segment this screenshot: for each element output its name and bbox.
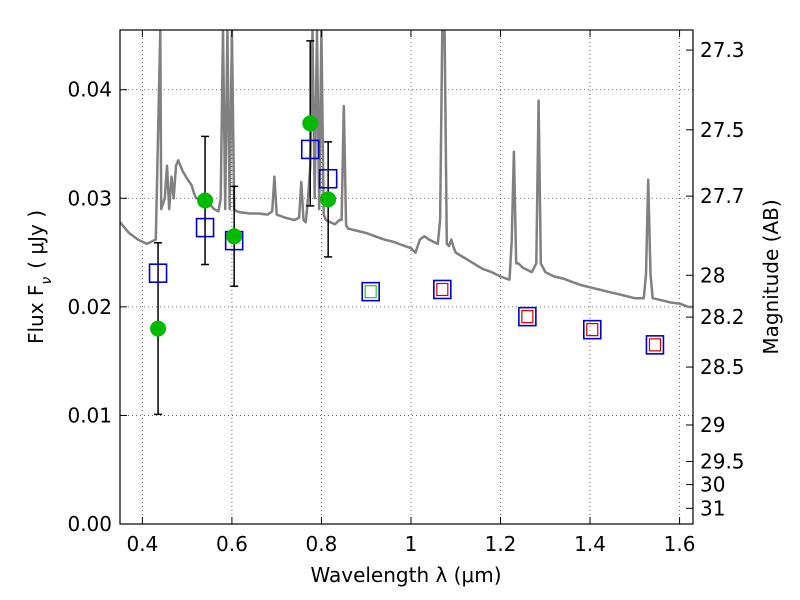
- predicted-square-inner: [436, 282, 449, 297]
- predicted-square-inner: [364, 285, 377, 299]
- y-tick-label: 0.01: [67, 403, 112, 427]
- y-axis-label-group: Flux Fν ( μJy ): [24, 210, 55, 344]
- predicted-square-inner: [521, 310, 534, 324]
- y2-axis-label: Magnitude (AB): [759, 199, 783, 354]
- y2-tick-label: 29: [700, 413, 725, 437]
- x-tick-label: 0.8: [306, 532, 338, 556]
- y2-tick-label: 28: [700, 263, 725, 287]
- y2-tick-label: 28.2: [700, 305, 745, 329]
- predicted-square-outer: [361, 281, 380, 302]
- y-axis-label-sub: ν: [39, 277, 55, 285]
- y2-tick-label: 28.5: [700, 355, 745, 379]
- model-square-marker: [148, 263, 168, 284]
- observed-point: [320, 191, 337, 208]
- observed-point: [302, 115, 319, 132]
- marker-group: [148, 115, 665, 355]
- x-tick-label: 1: [405, 532, 418, 556]
- x-tick-label: 0.4: [126, 532, 158, 556]
- observed-point: [226, 228, 243, 245]
- observed-point: [150, 320, 167, 337]
- predicted-square-inner: [586, 323, 599, 337]
- y-axis: 0.00 0.01 0.02 0.03 0.04: [67, 78, 127, 536]
- predicted-square-outer: [518, 306, 537, 327]
- y-tick-label: 0.04: [67, 78, 112, 102]
- predicted-square-outer: [582, 319, 602, 340]
- y2-axis-label-group: Magnitude (AB): [759, 199, 783, 354]
- y2-tick-label: 30: [700, 473, 725, 497]
- predicted-square-outer: [433, 279, 452, 300]
- y-axis-label-unit: ( μJy ): [24, 210, 48, 269]
- plot-frame: [119, 29, 694, 525]
- y-axis-label: Flux Fν ( μJy ): [24, 210, 55, 344]
- y-axis-label-main: Flux F: [24, 285, 48, 344]
- y2-tick-label: 29.5: [700, 450, 745, 474]
- predicted-square-inner: [648, 338, 662, 352]
- model-square-marker: [300, 139, 320, 160]
- model-square-marker: [195, 217, 215, 238]
- y-tick-label: 0.00: [67, 512, 112, 536]
- x-tick-label: 1.4: [574, 532, 606, 556]
- y2-tick-label: 27.3: [700, 38, 745, 62]
- model-square-marker: [318, 168, 338, 189]
- y2-tick-label: 27.7: [700, 184, 745, 208]
- y-tick-label: 0.02: [67, 295, 112, 319]
- x-tick-label: 0.6: [216, 532, 248, 556]
- x-tick-label: 1.2: [485, 532, 517, 556]
- predicted-square-outer: [645, 335, 665, 355]
- observed-point: [197, 192, 214, 209]
- y2-tick-label: 27.5: [700, 118, 745, 142]
- y2-tick-label: 31: [700, 496, 725, 520]
- y-tick-label: 0.03: [67, 186, 112, 210]
- x-tick-label: 1.6: [664, 532, 696, 556]
- x-axis-label: Wavelength λ (μm): [310, 563, 501, 587]
- x-axis: 0.4 0.6 0.8 1 1.2 1.4 1.6: [126, 30, 695, 556]
